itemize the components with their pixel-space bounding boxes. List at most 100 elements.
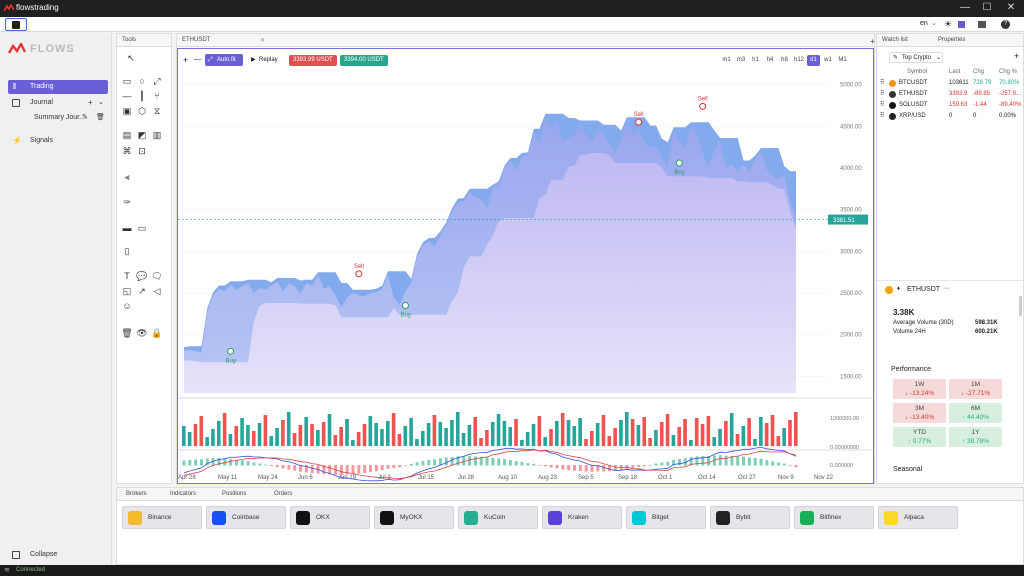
bid-price-badge[interactable]: 3393.99 USDT: [289, 55, 337, 66]
timeframe-m3[interactable]: m3: [736, 57, 746, 63]
zoom-in-button[interactable]: +: [183, 55, 189, 65]
more-button[interactable]: ···: [943, 285, 950, 292]
histogram-bar: [538, 465, 542, 466]
watchlist-row[interactable]: ⠿ BTCUSDT 103611 726.79 70.80%: [877, 78, 1024, 89]
zoom-out-button[interactable]: —: [194, 56, 201, 63]
watchlist-select[interactable]: ✎ Top Crypto ⌄: [889, 52, 943, 63]
broker-kraken[interactable]: Kraken: [542, 506, 622, 529]
language-select[interactable]: en: [920, 20, 928, 27]
polygon-icon[interactable]: ⬡: [138, 105, 146, 116]
volume-bar: [257, 423, 262, 446]
tab-properties[interactable]: Properties: [938, 37, 966, 43]
sidebar-item-journal[interactable]: Journal + ⌄: [8, 96, 108, 110]
tab-brokers[interactable]: Brokers: [126, 491, 147, 497]
eye-icon[interactable]: 👁: [136, 327, 148, 338]
broker-binance[interactable]: Binance: [122, 506, 202, 529]
long-icon[interactable]: ▬: [122, 223, 132, 233]
accent-color-button[interactable]: [958, 21, 965, 28]
broker-bybit[interactable]: Bybit: [710, 506, 790, 529]
help-icon[interactable]: ?: [1001, 20, 1010, 29]
layout-grid-icon[interactable]: [978, 21, 986, 28]
autofit-button[interactable]: ⤢ Auto fit: [205, 54, 243, 66]
timeframe-M1[interactable]: M1: [838, 57, 847, 63]
trash-icon[interactable]: 🗑: [96, 114, 105, 121]
broker-myokx[interactable]: MyOKX: [374, 506, 454, 529]
close-tab-icon[interactable]: ✕: [260, 38, 266, 44]
edit-icon[interactable]: ✎: [82, 114, 88, 121]
brush-icon[interactable]: ⌘: [122, 145, 132, 156]
timeframe-h1[interactable]: h1: [752, 57, 759, 63]
rect-select-icon[interactable]: ▣: [122, 105, 132, 116]
chart-tab[interactable]: ETHUSDT: [182, 37, 211, 43]
horizontal-line-icon[interactable]: —: [122, 91, 132, 101]
drag-handle-icon[interactable]: ⠿: [880, 113, 885, 119]
broker-kucoin[interactable]: KuCoin: [458, 506, 538, 529]
callout-icon[interactable]: ◱: [122, 285, 132, 296]
add-chart-button[interactable]: +: [870, 37, 875, 46]
drag-handle-icon[interactable]: ⠿: [880, 91, 885, 97]
drag-handle-icon[interactable]: ⠿: [880, 80, 885, 86]
text-icon[interactable]: T: [124, 271, 130, 281]
chevron-down-icon[interactable]: ⌄: [98, 99, 104, 106]
path-icon[interactable]: ⑂: [154, 91, 160, 101]
tab-indicators[interactable]: Indicators: [170, 491, 197, 497]
broker-okx[interactable]: OKX: [290, 506, 370, 529]
comment-icon[interactable]: 💬: [136, 270, 148, 281]
replay-button[interactable]: ▶ Replay: [249, 54, 285, 66]
sidebar-item-trading[interactable]: ⫴ Trading: [8, 80, 108, 94]
ask-price-badge[interactable]: 3394.00 USDT: [340, 55, 388, 66]
minimize-button[interactable]: —: [960, 2, 970, 13]
trendline-icon[interactable]: ⤢: [153, 75, 161, 86]
flag-icon[interactable]: ◁: [153, 285, 161, 296]
timeframe-h4[interactable]: h4: [766, 57, 774, 63]
sidebar-item-signals[interactable]: ⚡ Signals: [8, 134, 108, 148]
timeframe-h8[interactable]: h8: [781, 57, 788, 63]
timeframe-h12[interactable]: h12: [793, 57, 804, 63]
collapse-button[interactable]: Collapse: [8, 548, 108, 562]
watchlist-row[interactable]: ⠿ ETHUSDT 3393.9 -89.85 -257.9...: [877, 89, 1024, 100]
vertical-line-icon[interactable]: ┃: [139, 90, 145, 101]
emoji-icon[interactable]: ☺: [122, 301, 132, 311]
tab-orders[interactable]: Orders: [274, 491, 293, 497]
tools-tab[interactable]: Tools: [117, 34, 171, 47]
lock-icon[interactable]: 🔒: [151, 327, 163, 338]
add-journal-icon[interactable]: +: [88, 98, 93, 107]
timeframe-d1[interactable]: d1: [807, 55, 820, 66]
histogram-bar: [380, 465, 384, 471]
pen-icon[interactable]: ✑: [123, 196, 131, 207]
ruler-icon[interactable]: ▯: [124, 245, 130, 256]
price-chart[interactable]: 5000.00 4500.00 4000.00 3500.00 3000.00 2500.…: [178, 68, 873, 483]
fib-icon[interactable]: ▤: [122, 129, 132, 140]
tab-positions[interactable]: Positions: [222, 491, 247, 497]
cursor-icon[interactable]: ↖: [127, 52, 135, 63]
scrollbar[interactable]: [1019, 296, 1022, 316]
histogram-bar: [777, 462, 781, 466]
watchlist-row[interactable]: ⠿ SOLUSDT 159.63 -1.44 -89.40%: [877, 100, 1024, 111]
broker-alpaca[interactable]: Alpaca: [878, 506, 958, 529]
maximize-button[interactable]: ☐: [982, 2, 992, 13]
node-icon[interactable]: ⧖: [153, 105, 161, 116]
measure-icon[interactable]: ⊡: [138, 145, 146, 156]
rectangle-icon[interactable]: ▭: [122, 75, 132, 86]
timeframe-w1[interactable]: w1: [824, 57, 832, 63]
layout-toggle-button[interactable]: [5, 18, 27, 31]
arrow-icon[interactable]: ↗: [138, 285, 146, 296]
pattern-icon[interactable]: ⫷: [124, 171, 130, 182]
short-icon[interactable]: ▭: [137, 222, 147, 233]
broker-bitget[interactable]: Bitget: [626, 506, 706, 529]
channel-icon[interactable]: ▥: [152, 129, 162, 140]
add-symbol-button[interactable]: +: [1014, 51, 1020, 61]
timeframe-m1[interactable]: m1: [722, 57, 731, 63]
fib-fan-icon[interactable]: ◩: [137, 129, 147, 140]
broker-coinbase[interactable]: Coinbase: [206, 506, 286, 529]
note-icon[interactable]: 🗨: [151, 270, 163, 281]
watchlist-row[interactable]: ⠿ XRP/USD 0 0 0.00%: [877, 111, 1024, 122]
close-button[interactable]: ✕: [1006, 2, 1016, 13]
theme-icon[interactable]: ☀: [944, 19, 953, 29]
drag-handle-icon[interactable]: ⠿: [880, 102, 885, 108]
trash-icon[interactable]: 🗑: [121, 327, 133, 338]
broker-bitfinex[interactable]: Bitfinex: [794, 506, 874, 529]
circle-icon[interactable]: ○: [139, 76, 145, 86]
sidebar-item-summary-journal[interactable]: Summary Jour... ✎ 🗑: [8, 111, 108, 125]
tab-watchlist[interactable]: Watch list: [882, 37, 908, 43]
